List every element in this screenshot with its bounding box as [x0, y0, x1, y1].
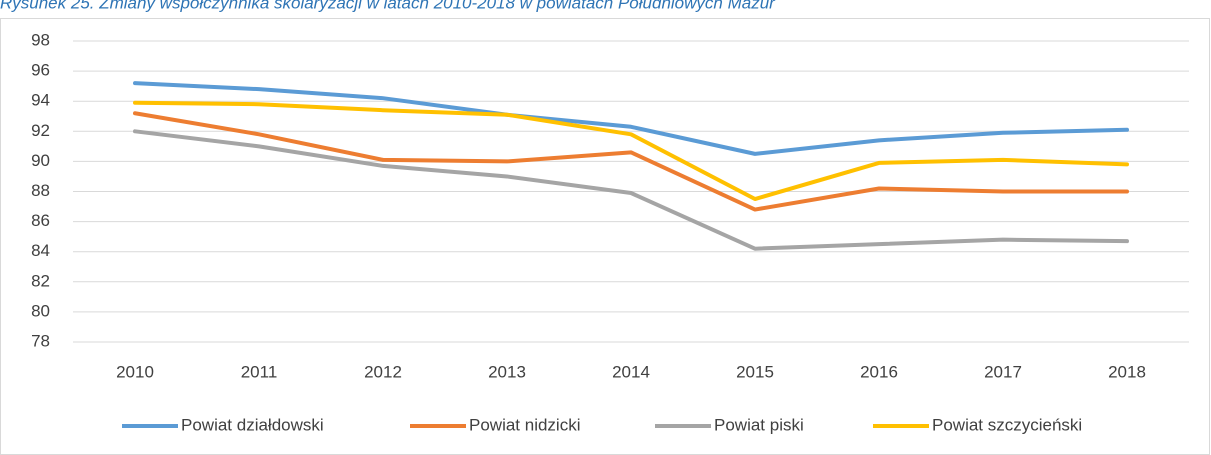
- x-tick-label: 2013: [488, 362, 526, 381]
- x-tick-label: 2010: [116, 362, 154, 381]
- x-tick-label: 2011: [241, 362, 278, 381]
- x-tick-label: 2015: [736, 362, 774, 381]
- legend-label: Powiat szczycieński: [932, 415, 1082, 434]
- y-tick-label: 90: [31, 151, 50, 170]
- y-tick-label: 86: [31, 211, 50, 230]
- y-tick-label: 96: [31, 61, 50, 80]
- x-tick-label: 2018: [1108, 362, 1146, 381]
- x-tick-label: 2017: [984, 362, 1022, 381]
- series-line: [133, 111, 1129, 212]
- y-tick-label: 92: [31, 121, 50, 140]
- series-line: [133, 129, 1129, 251]
- legend-label: Powiat nidzicki: [469, 415, 581, 434]
- series-line: [133, 100, 1129, 202]
- y-tick-label: 82: [31, 271, 50, 290]
- chart-title: Rysunek 25. Zmiany współczynnika skolary…: [0, 0, 776, 12]
- y-tick-label: 84: [31, 241, 50, 260]
- x-tick-label: 2016: [860, 362, 898, 381]
- chart-frame: [0, 18, 1210, 455]
- y-tick-label: 94: [31, 91, 50, 110]
- legend-label: Powiat piski: [714, 415, 804, 434]
- x-tick-label: 2012: [364, 362, 402, 381]
- y-tick-label: 98: [31, 30, 50, 49]
- y-tick-label: 88: [31, 181, 50, 200]
- x-tick-label: 2014: [612, 362, 650, 381]
- y-tick-label: 78: [31, 331, 50, 350]
- legend-label: Powiat działdowski: [181, 415, 324, 434]
- y-tick-label: 80: [31, 301, 50, 320]
- series-line: [133, 81, 1129, 156]
